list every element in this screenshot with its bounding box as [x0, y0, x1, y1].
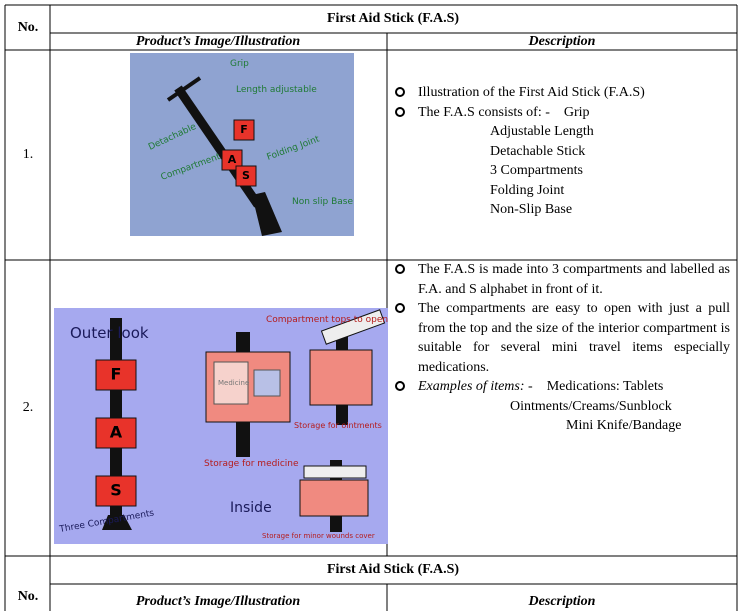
list-entry: Mini Knife/Bandage — [566, 418, 682, 433]
stick-letter: A — [228, 153, 237, 166]
col-image-header: Product’s Image/Illustration — [135, 34, 301, 49]
stick-letter: S — [110, 481, 122, 500]
bullet-item: Examples of items: - Medications: Tablet… — [395, 377, 730, 436]
table-title: First Aid Stick (F.A.S) — [326, 562, 460, 577]
col-desc-header: Description — [528, 594, 596, 609]
item-text: The F.A.S consists of: - — [418, 104, 550, 120]
stick-letter: S — [242, 169, 250, 182]
list-entry: Medications: Tablets — [546, 379, 664, 394]
bullet-item: The F.A.S consists of: - Grip Adjustable … — [395, 103, 710, 220]
illustration-label: Storage for ointments — [294, 421, 382, 430]
item-text: Illustration of the First Aid Stick (F.A… — [418, 85, 645, 100]
illustration-1: F A S Grip Length adjustable Detachable … — [130, 53, 354, 236]
table-title: First Aid Stick (F.A.S) — [326, 11, 460, 26]
bullet-item: Illustration of the First Aid Stick (F.A… — [395, 83, 710, 103]
illustration-label: Storage for minor wounds cover — [262, 532, 375, 540]
stick-letter: A — [110, 423, 123, 442]
illustration-2: F A S Outer look Three Compartments Comp… — [54, 308, 388, 544]
list-entry: Folding Joint — [490, 182, 565, 198]
list-entry: Grip — [563, 104, 590, 120]
illustration-label: Grip — [230, 59, 249, 69]
stick-letter: F — [240, 123, 248, 136]
list-entry: 3 Compartments — [490, 163, 583, 178]
col-no-header: No. — [17, 20, 39, 35]
item-text: The compartments are easy to open with j… — [418, 301, 730, 375]
illustration-label: Compartment tops to open — [266, 315, 388, 325]
row-number: 2. — [22, 400, 34, 415]
illustration-label: Outer look — [70, 324, 149, 342]
item-lead: Examples of items: - — [418, 379, 533, 394]
illustration-label: Length adjustable — [236, 85, 317, 95]
illustration-label: Storage for medicine — [204, 459, 299, 469]
list-entry: Detachable Stick — [490, 143, 586, 159]
item-text: The F.A.S is made into 3 compartments an… — [418, 262, 730, 297]
stick-letter: F — [111, 365, 122, 384]
illustration-label: Non slip Base — [292, 197, 353, 207]
bullet — [395, 87, 405, 97]
row-number: 1. — [22, 147, 34, 162]
list-entry: Adjustable Length — [490, 124, 594, 139]
illustration-label: Inside — [230, 500, 272, 516]
bullet — [395, 381, 405, 391]
col-image-header: Product’s Image/Illustration — [135, 594, 301, 609]
bullet — [395, 106, 405, 117]
col-desc-header: Description — [528, 34, 596, 49]
bullet-item: The F.A.S is made into 3 compartments an… — [395, 260, 730, 299]
col-no-header: No. — [17, 589, 39, 604]
bullet — [395, 303, 405, 313]
description: Illustration of the First Aid Stick (F.A… — [395, 83, 710, 220]
bullet-item: The compartments are easy to open with j… — [395, 299, 730, 377]
list-entry: Ointments/Creams/Sunblock — [510, 398, 672, 414]
list-entry: Non-Slip Base — [490, 202, 573, 217]
illustration-label: Medicine — [218, 379, 249, 387]
bullet — [395, 264, 405, 274]
description: The F.A.S is made into 3 compartments an… — [395, 260, 730, 436]
